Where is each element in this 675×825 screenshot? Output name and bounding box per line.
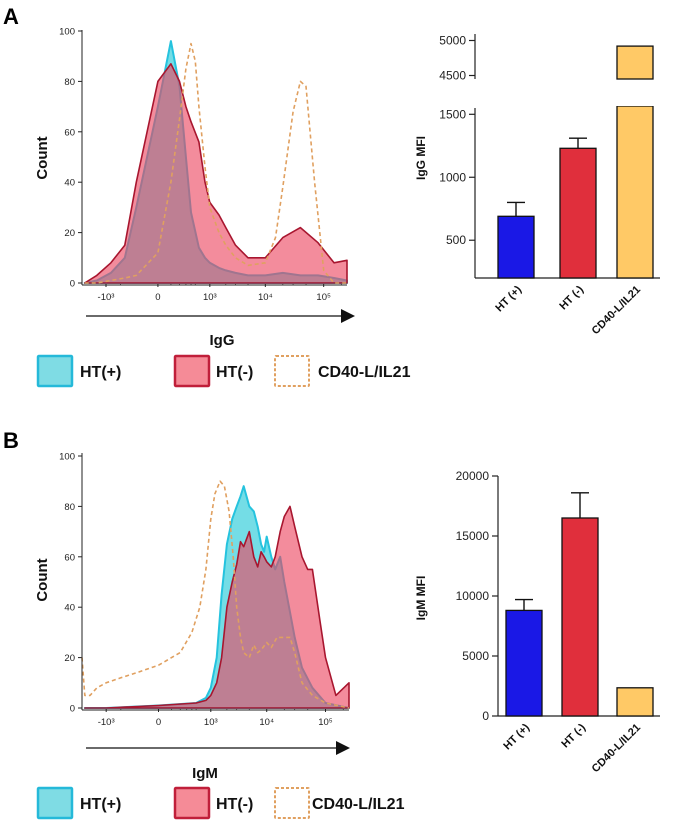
y-tick-label: 80	[64, 77, 75, 88]
histogram-igm: 0 20 40 60 80 100 -10³ 0 10³ 10⁴ 10⁵ IgM Count	[34, 452, 350, 782]
legend-label: HT(+)	[80, 364, 121, 381]
y-ticks-upper: 4500 5000	[439, 34, 475, 83]
legend-swatch	[36, 786, 74, 820]
error-bars	[507, 137, 587, 217]
bar-ht-positive	[497, 215, 535, 279]
x-tick-label: 0	[156, 717, 161, 728]
bar-chart-igm: 0 5000 10000 15000 20000 HT (+) HT (-) CD40-L/…	[414, 469, 660, 775]
category-label-ht: HT (+)	[493, 283, 524, 314]
y-tick-label: 0	[482, 709, 489, 723]
legend-swatch	[173, 354, 211, 388]
x-tick-label: -10³	[98, 717, 115, 728]
error-bars	[515, 492, 589, 611]
x-tick-label: 10³	[203, 292, 217, 303]
legend-b: HT(+) HT(-) CD40-L/IL21	[36, 786, 405, 820]
legend-label: CD40-L/IL21	[312, 796, 405, 813]
category-label-ht: HT (+)	[501, 721, 532, 752]
category-label-cd40-l-il21: CD40-L/IL21	[590, 284, 643, 337]
x-axis-arrowhead	[341, 309, 355, 323]
y-tick-label: 5000	[462, 649, 489, 663]
x-ticks: -10³ 0 10³ 10⁴ 10⁵	[98, 708, 344, 728]
legend-swatch	[274, 787, 310, 819]
y-ticks: 0 20 40 60 80 100	[59, 27, 82, 290]
y-tick-label: 60	[64, 127, 75, 138]
area-series-ht-negative	[83, 63, 348, 284]
category-labels: HT (+) HT (-) CD40-L/IL21	[493, 283, 643, 337]
y-tick-label: 100	[59, 27, 75, 38]
x-tick-label: 10⁵	[318, 717, 333, 728]
bar-ht-negative	[561, 517, 599, 717]
legend-item-cd40l-il21: CD40-L/IL21	[274, 355, 411, 387]
y-axis-title: IgM MFI	[414, 576, 428, 621]
category-label-ht: HT (-)	[559, 721, 588, 750]
legend-swatch	[36, 354, 74, 388]
y-tick-label: 20	[64, 653, 75, 664]
legend-item-ht-negative: HT(-)	[173, 786, 253, 820]
y-tick-label: 100	[59, 452, 75, 463]
y-tick-label: 15000	[456, 529, 490, 543]
legend-swatch	[274, 355, 310, 387]
x-axis-title: IgG	[210, 332, 235, 349]
x-tick-label: 10⁴	[259, 717, 274, 728]
y-tick-label: 20000	[456, 469, 490, 483]
panel-label-b: B	[3, 428, 19, 453]
y-tick-label: 20	[64, 228, 75, 239]
bar-cd40l-il21-lower	[616, 105, 654, 279]
legend-item-ht-positive: HT(+)	[36, 786, 121, 820]
legend-item-ht-positive: HT(+)	[36, 354, 121, 388]
y-tick-label: 40	[64, 178, 75, 189]
y-tick-label: 4500	[439, 69, 466, 83]
y-tick-label: 80	[64, 502, 75, 513]
bar-chart-igg: 4500 5000 500 1000 1500 HT (+) HT (-) CD40-L/…	[414, 34, 660, 337]
legend-label: HT(+)	[80, 796, 121, 813]
y-tick-label: 10000	[456, 589, 490, 603]
legend-a: HT(+) HT(-) CD40-L/IL21	[36, 354, 411, 388]
area-series-ht-negative	[84, 505, 350, 709]
y-ticks: 0 5000 10000 15000 20000	[456, 469, 498, 723]
legend-label: HT(-)	[216, 796, 253, 813]
y-axis-title: Count	[34, 558, 51, 601]
bar-cd40l-il21	[616, 687, 654, 717]
category-label-cd40-l-il21: CD40-L/IL21	[590, 722, 643, 775]
x-tick-label: 0	[155, 292, 160, 303]
x-axis-title: IgM	[192, 765, 218, 782]
x-tick-label: -10³	[98, 292, 115, 303]
legend-label: CD40-L/IL21	[318, 364, 411, 381]
legend-item-ht-negative: HT(-)	[173, 354, 253, 388]
x-ticks: -10³ 0 10³ 10⁴ 10⁵	[98, 283, 342, 303]
x-axis-arrowhead	[336, 741, 350, 755]
y-tick-label: 40	[64, 603, 75, 614]
area-series-cd40l-il21	[84, 42, 347, 284]
legend-swatch	[173, 786, 211, 820]
legend-item-cd40l-il21: CD40-L/IL21	[274, 787, 405, 819]
y-tick-label: 1000	[439, 170, 466, 184]
y-tick-label: 500	[446, 233, 466, 247]
y-tick-label: 0	[70, 704, 75, 715]
category-label-ht: HT (-)	[557, 283, 586, 312]
y-tick-label: 5000	[439, 34, 466, 48]
category-labels: HT (+) HT (-) CD40-L/IL21	[501, 721, 643, 775]
y-tick-label: 60	[64, 552, 75, 563]
y-ticks: 0 20 40 60 80 100	[59, 452, 82, 715]
y-tick-label: 1500	[439, 107, 466, 121]
bar-ht-negative	[559, 147, 597, 279]
bar-cd40l-il21-upper	[616, 45, 654, 80]
y-tick-label: 0	[70, 279, 75, 290]
legend-label: HT(-)	[216, 364, 253, 381]
y-axis-title: Count	[34, 136, 51, 179]
x-tick-label: 10⁴	[258, 292, 273, 303]
x-tick-label: 10³	[204, 717, 218, 728]
axis-break-gap	[616, 80, 654, 106]
y-axis-title: IgG MFI	[414, 136, 428, 180]
y-ticks-lower: 500 1000 1500	[439, 107, 475, 247]
panel-label-a: A	[3, 4, 19, 29]
histogram-igg: 0 20 40 60 80 100 -10³ 0 10³ 10⁴ 10⁵ IgG Count	[34, 27, 355, 349]
area-series-cd40l-il21	[81, 480, 350, 709]
bar-ht-positive	[505, 609, 543, 717]
x-tick-label: 10⁵	[316, 292, 331, 303]
